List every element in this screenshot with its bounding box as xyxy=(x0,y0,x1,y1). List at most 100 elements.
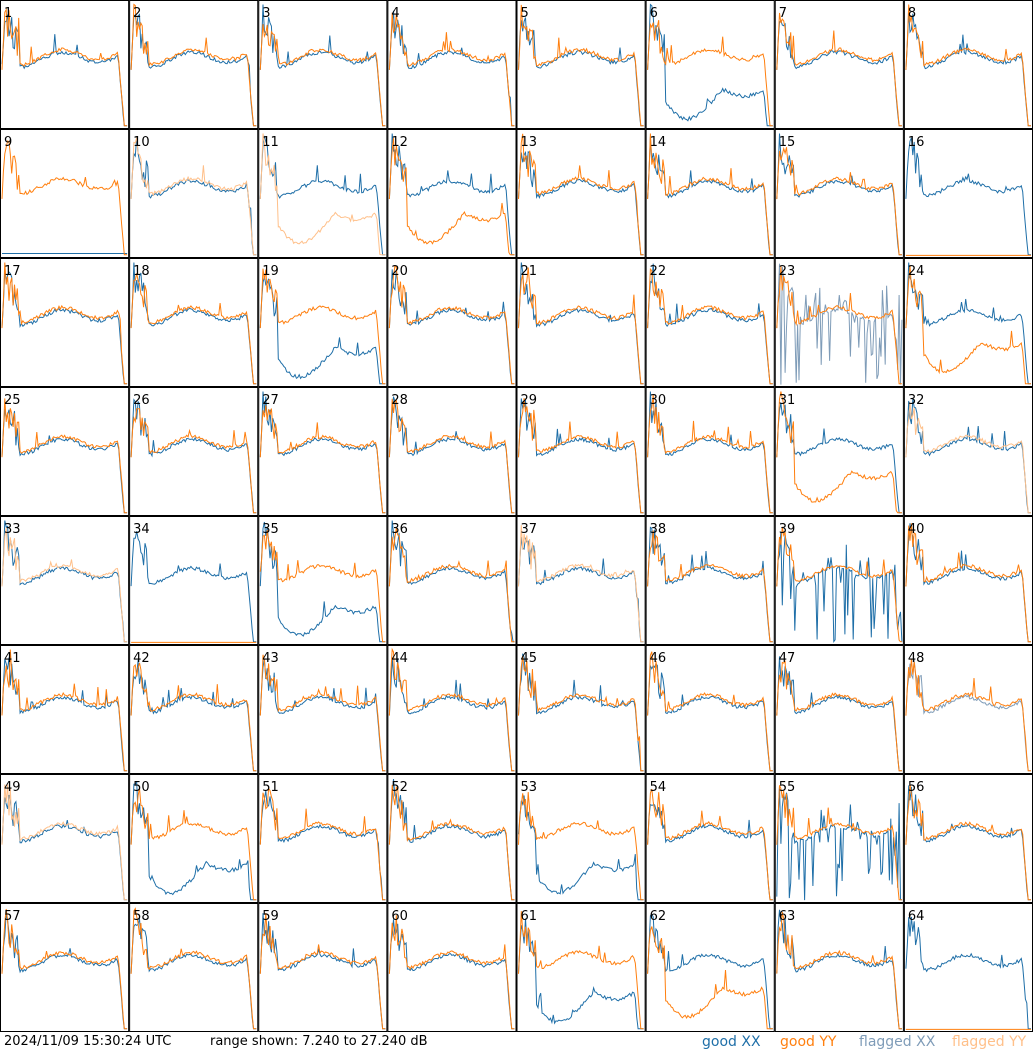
trace-yy xyxy=(130,907,257,1030)
panel-frame xyxy=(258,129,388,258)
trace-xx xyxy=(130,659,257,772)
panel-frame xyxy=(645,774,775,903)
trace-yy xyxy=(518,4,644,127)
trace-xx xyxy=(388,133,515,256)
trace-yy xyxy=(1,649,128,772)
panel-label: 25 xyxy=(4,393,21,408)
panel-24: 24 xyxy=(903,258,1033,387)
panel-30: 30 xyxy=(645,387,775,516)
trace-xx xyxy=(647,526,773,643)
footer: 2024/11/09 15:30:24 UTC range shown: 7.2… xyxy=(0,1032,1033,1053)
panel-label: 11 xyxy=(262,135,279,150)
panel-label: 26 xyxy=(133,393,150,408)
panel-label: 32 xyxy=(908,393,925,408)
trace-xx xyxy=(388,396,515,514)
trace-xx xyxy=(130,398,257,514)
trace-yy xyxy=(259,24,386,127)
panel-label: 52 xyxy=(391,780,408,795)
panel-frame xyxy=(387,0,517,129)
trace-yy xyxy=(518,267,644,385)
trace-yy xyxy=(1,398,128,514)
panel-label: 16 xyxy=(908,135,925,150)
panel-frame xyxy=(129,129,259,258)
panel-49: 49 xyxy=(0,774,130,903)
panel-63: 63 xyxy=(774,903,904,1032)
panel-31: 31 xyxy=(774,387,904,516)
trace-yy xyxy=(130,408,257,514)
trace-yy xyxy=(647,267,773,385)
panel-label: 49 xyxy=(4,780,21,795)
trace-yy xyxy=(130,137,257,256)
panel-3: 3 xyxy=(258,0,388,129)
trace-yy xyxy=(905,403,1031,514)
panel-label: 44 xyxy=(391,651,408,666)
trace-yy xyxy=(776,12,902,127)
panel-39: 39 xyxy=(774,516,904,645)
panel-label: 40 xyxy=(908,522,925,537)
panel-frame xyxy=(387,129,517,258)
panel-45: 45 xyxy=(516,645,646,774)
panel-18: 18 xyxy=(129,258,259,387)
trace-yy xyxy=(518,133,644,256)
trace-xx xyxy=(647,136,773,256)
panel-16: 16 xyxy=(903,129,1033,258)
panel-label: 50 xyxy=(133,780,150,795)
trace-yy xyxy=(905,265,1031,385)
trace-yy xyxy=(647,651,773,772)
trace-yy xyxy=(259,787,386,901)
trace-yy xyxy=(905,4,1031,127)
panel-label: 20 xyxy=(391,264,408,279)
trace-xx xyxy=(776,19,902,127)
panel-27: 27 xyxy=(258,387,388,516)
trace-xx xyxy=(518,918,644,1030)
trace-yy xyxy=(647,394,773,514)
trace-yy xyxy=(518,525,644,643)
panel-label: 38 xyxy=(650,522,667,537)
trace-xx xyxy=(518,536,644,643)
panel-frame xyxy=(0,903,130,1032)
trace-xx xyxy=(776,133,902,256)
panel-6: 6 xyxy=(645,0,775,129)
trace-yy xyxy=(647,926,773,1030)
trace-yy xyxy=(259,529,386,643)
panel-23: 23 xyxy=(774,258,904,387)
trace-yy xyxy=(130,273,257,385)
panel-label: 46 xyxy=(650,651,667,666)
panel-label: 28 xyxy=(391,393,408,408)
panel-label: 7 xyxy=(779,6,787,21)
panel-label: 23 xyxy=(779,264,796,279)
trace-yy xyxy=(776,660,902,772)
panel-label: 1 xyxy=(4,6,12,21)
panel-26: 26 xyxy=(129,387,259,516)
timestamp: 2024/11/09 15:30:24 UTC xyxy=(4,1034,172,1049)
trace-xx xyxy=(259,135,386,256)
trace-xx xyxy=(905,137,1031,256)
panel-frame xyxy=(645,129,775,258)
trace-xx xyxy=(388,778,515,901)
trace-yy xyxy=(388,784,515,901)
panel-57: 57 xyxy=(0,903,130,1032)
trace-yy xyxy=(776,266,902,385)
trace-xx xyxy=(647,391,773,514)
trace-xx xyxy=(647,913,773,1030)
trace-xx xyxy=(259,276,386,385)
panel-label: 17 xyxy=(4,264,21,279)
panel-frame xyxy=(645,0,775,129)
panel-frame xyxy=(387,516,517,645)
trace-xx xyxy=(905,523,1031,643)
panel-11: 11 xyxy=(258,129,388,258)
trace-yy xyxy=(259,268,386,385)
panel-label: 64 xyxy=(908,909,925,924)
trace-xx xyxy=(905,262,1031,385)
panel-64: 64 xyxy=(903,903,1033,1032)
panel-label: 36 xyxy=(391,522,408,537)
trace-yy xyxy=(388,915,515,1030)
trace-xx xyxy=(130,531,257,643)
panel-label: 54 xyxy=(650,780,667,795)
panel-label: 51 xyxy=(262,780,279,795)
trace-xx xyxy=(259,913,386,1030)
panel-5: 5 xyxy=(516,0,646,129)
trace-xx xyxy=(388,919,515,1030)
legend-flagged-xx: flagged XX xyxy=(859,1034,936,1050)
panel-2: 2 xyxy=(129,0,259,129)
